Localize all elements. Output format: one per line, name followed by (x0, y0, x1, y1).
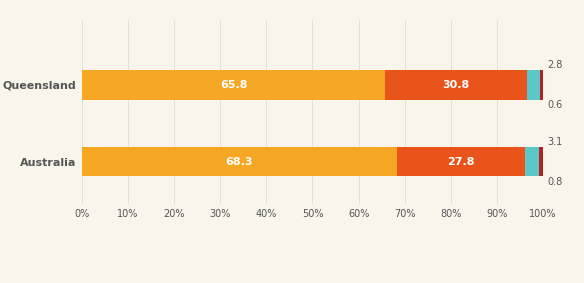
Bar (540, 70, 543, 100)
Bar (397, 147, 525, 176)
Text: 0.8: 0.8 (548, 177, 563, 186)
Bar (82, 147, 397, 176)
Text: 2.8: 2.8 (548, 60, 563, 70)
Text: 65.8: 65.8 (220, 80, 247, 90)
Text: 30.8: 30.8 (443, 80, 470, 90)
Text: 0.6: 0.6 (548, 100, 563, 110)
Text: 68.3: 68.3 (225, 156, 253, 167)
Bar (527, 70, 540, 100)
Text: 3.1: 3.1 (548, 137, 563, 147)
Bar (82, 70, 385, 100)
Bar (385, 70, 527, 100)
Bar (540, 147, 543, 176)
Text: 27.8: 27.8 (447, 156, 475, 167)
Bar (525, 147, 540, 176)
